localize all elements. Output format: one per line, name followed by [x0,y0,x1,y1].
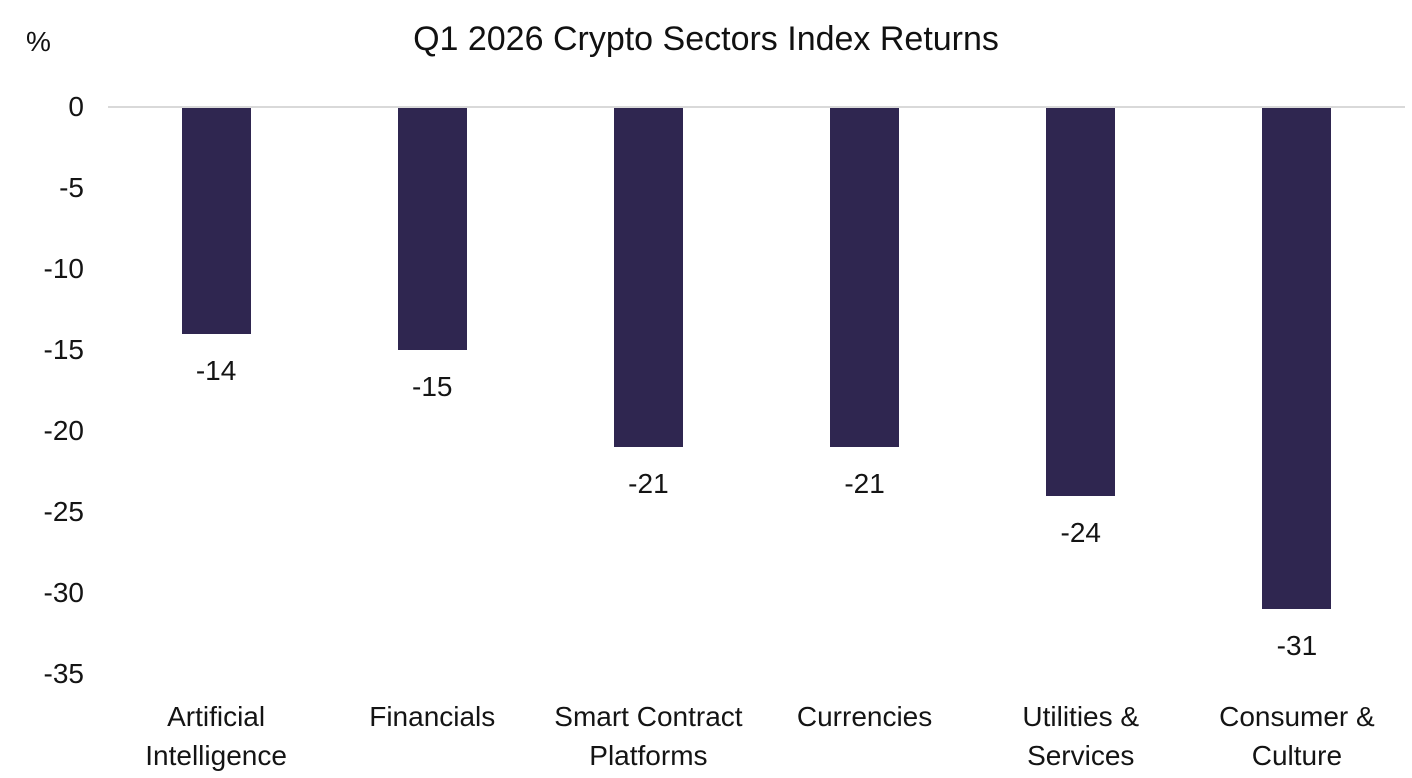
bar-value-label: -14 [195,354,237,386]
bar [181,107,251,334]
x-axis-category-label: Currencies [796,701,933,732]
bar [1046,107,1116,496]
bar-value-label: -31 [1276,630,1318,662]
y-axis-tick-label: -20 [43,415,84,446]
bar-value-label: -21 [628,468,669,500]
chart-title: Q1 2026 Crypto Sectors Index Returns [413,20,999,58]
bar [830,107,900,448]
x-axis-category-label: Financials [369,701,496,732]
y-axis-tick-label: -25 [43,496,84,527]
x-axis-category-label: Utilities & Services [1022,701,1140,771]
y-axis-tick-label: -30 [43,577,84,608]
bar-value-label: -21 [844,468,885,500]
bar-value-label: -24 [1060,516,1101,548]
y-axis-tick-label: -15 [43,334,84,365]
x-axis-category-label: Smart Contract Platforms [554,701,743,771]
bar-value-label: -15 [412,371,453,402]
bar [1262,107,1332,610]
bar [397,107,467,350]
y-axis-tick-label: -10 [43,253,84,284]
x-axis-category-label: Consumer & Culture [1219,701,1375,771]
y-axis-tick-label: 0 [68,91,84,122]
y-axis-tick-label: -35 [43,658,84,689]
x-axis-category-label: Artificial Intelligence [145,701,287,771]
bar [613,107,683,448]
y-axis-tick-label: -5 [59,172,84,203]
y-axis-unit-label: % [26,26,51,57]
zero-gridline [108,106,1405,108]
